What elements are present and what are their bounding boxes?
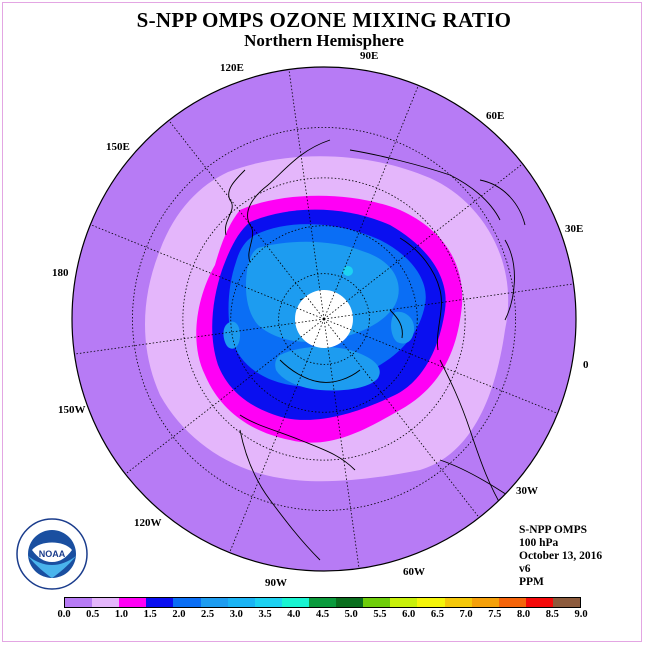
color-swatch xyxy=(173,598,201,607)
info-instrument: S-NPP OMPS xyxy=(519,524,588,536)
color-scale-tick-label: 7.5 xyxy=(488,609,502,620)
longitude-line xyxy=(229,318,325,553)
longitude-line xyxy=(323,318,360,569)
info-date: October 13, 2016 xyxy=(519,550,603,562)
latitude-circle xyxy=(132,127,516,511)
color-swatch xyxy=(119,598,147,607)
latitude-circle xyxy=(278,273,370,365)
color-scale-tick-label: 0.0 xyxy=(57,609,71,620)
color-scale-tick-label: 7.0 xyxy=(459,609,473,620)
color-swatch xyxy=(444,598,472,607)
field-core-light-blue-4 xyxy=(223,321,240,349)
longitude-line xyxy=(168,120,325,320)
map-subtitle: Northern Hemisphere xyxy=(244,31,404,50)
lon-label-30e: 30E xyxy=(565,223,584,235)
color-scale-tick-label: 6.5 xyxy=(430,609,444,620)
color-scale-tick-label: 5.5 xyxy=(373,609,387,620)
longitude-line xyxy=(288,69,325,320)
longitude-line xyxy=(90,224,325,320)
map-title: S-NPP OMPS OZONE MIXING RATIO xyxy=(136,8,512,32)
info-pressure-level: 100 hPa xyxy=(519,537,559,549)
color-scale-tick-label: 4.5 xyxy=(315,609,330,620)
color-swatch xyxy=(200,598,228,607)
longitude-line xyxy=(323,318,558,414)
longitude-line xyxy=(323,85,419,320)
longitude-line xyxy=(323,283,574,320)
color-scale-bar xyxy=(64,597,581,608)
color-scale-tick-label: 1.5 xyxy=(143,609,157,620)
lon-label-90e: 90E xyxy=(360,50,379,62)
color-swatch xyxy=(336,598,364,607)
color-swatch xyxy=(254,598,282,607)
info-units: PPM xyxy=(519,576,544,588)
product-info: S-NPP OMPS 100 hPa October 13, 2016 v6 P… xyxy=(519,524,602,589)
lon-label-30w: 30W xyxy=(516,485,538,497)
color-swatch xyxy=(92,598,120,607)
color-swatch xyxy=(227,598,255,607)
color-scale-tick-label: 8.5 xyxy=(545,609,559,620)
color-scale-tick-label: 2.0 xyxy=(172,609,186,620)
color-swatch xyxy=(525,598,553,607)
color-scale-tick-label: 9.0 xyxy=(574,609,588,620)
lon-label-150w: 150W xyxy=(58,404,86,416)
field-core-light-blue-2 xyxy=(275,346,380,391)
color-scale-tick-label: 2.5 xyxy=(201,609,215,620)
longitude-line xyxy=(323,318,480,518)
lon-label-0: 0 xyxy=(583,359,589,371)
color-scale-tick-label: 4.0 xyxy=(287,609,301,620)
longitude-line xyxy=(74,318,325,355)
latitude-circle xyxy=(182,177,466,461)
color-swatch xyxy=(417,598,445,607)
color-scale-tick-label: 3.5 xyxy=(258,609,272,620)
color-swatch xyxy=(363,598,391,607)
image-frame xyxy=(2,2,642,642)
noaa-logo: NOAA xyxy=(16,518,88,590)
lon-label-120w: 120W xyxy=(134,517,162,529)
color-scale-ticks: 0.0 0.5 1.0 1.5 2.0 2.5 3.0 3.5 4.0 4.5 5.0 5.5 6.0 6… xyxy=(57,608,587,624)
field-peak-cyan xyxy=(343,266,353,276)
longitude-line xyxy=(125,318,325,475)
lon-label-120e: 120E xyxy=(220,62,244,74)
color-swatch xyxy=(498,598,526,607)
field-core-light-blue-3 xyxy=(391,311,415,344)
color-scale-tick-label: 3.0 xyxy=(229,609,243,620)
color-swatch xyxy=(281,598,309,607)
lon-label-60e: 60E xyxy=(486,110,505,122)
lon-label-180: 180 xyxy=(52,267,69,279)
lon-label-90w: 90W xyxy=(265,577,287,589)
color-swatch xyxy=(146,598,174,607)
color-swatch xyxy=(65,598,93,607)
lon-label-150e: 150E xyxy=(106,141,130,153)
lon-label-60w: 60W xyxy=(403,566,425,578)
color-swatch xyxy=(390,598,418,607)
color-swatch xyxy=(308,598,337,607)
info-version: v6 xyxy=(519,563,531,575)
color-scale-tick-label: 6.0 xyxy=(402,609,416,620)
color-scale-tick-label: 5.0 xyxy=(344,609,358,620)
color-scale-tick-label: 0.5 xyxy=(86,609,100,620)
latitude-circle xyxy=(230,225,418,413)
color-swatch xyxy=(552,598,581,607)
color-scale-tick-label: 8.0 xyxy=(516,609,531,620)
graticule xyxy=(74,69,574,569)
logo-wordmark: NOAA xyxy=(39,549,66,559)
color-scale-tick-label: 1.0 xyxy=(114,609,128,620)
globe-boundary xyxy=(71,66,577,572)
color-swatch xyxy=(471,598,499,607)
longitude-line xyxy=(323,163,523,320)
